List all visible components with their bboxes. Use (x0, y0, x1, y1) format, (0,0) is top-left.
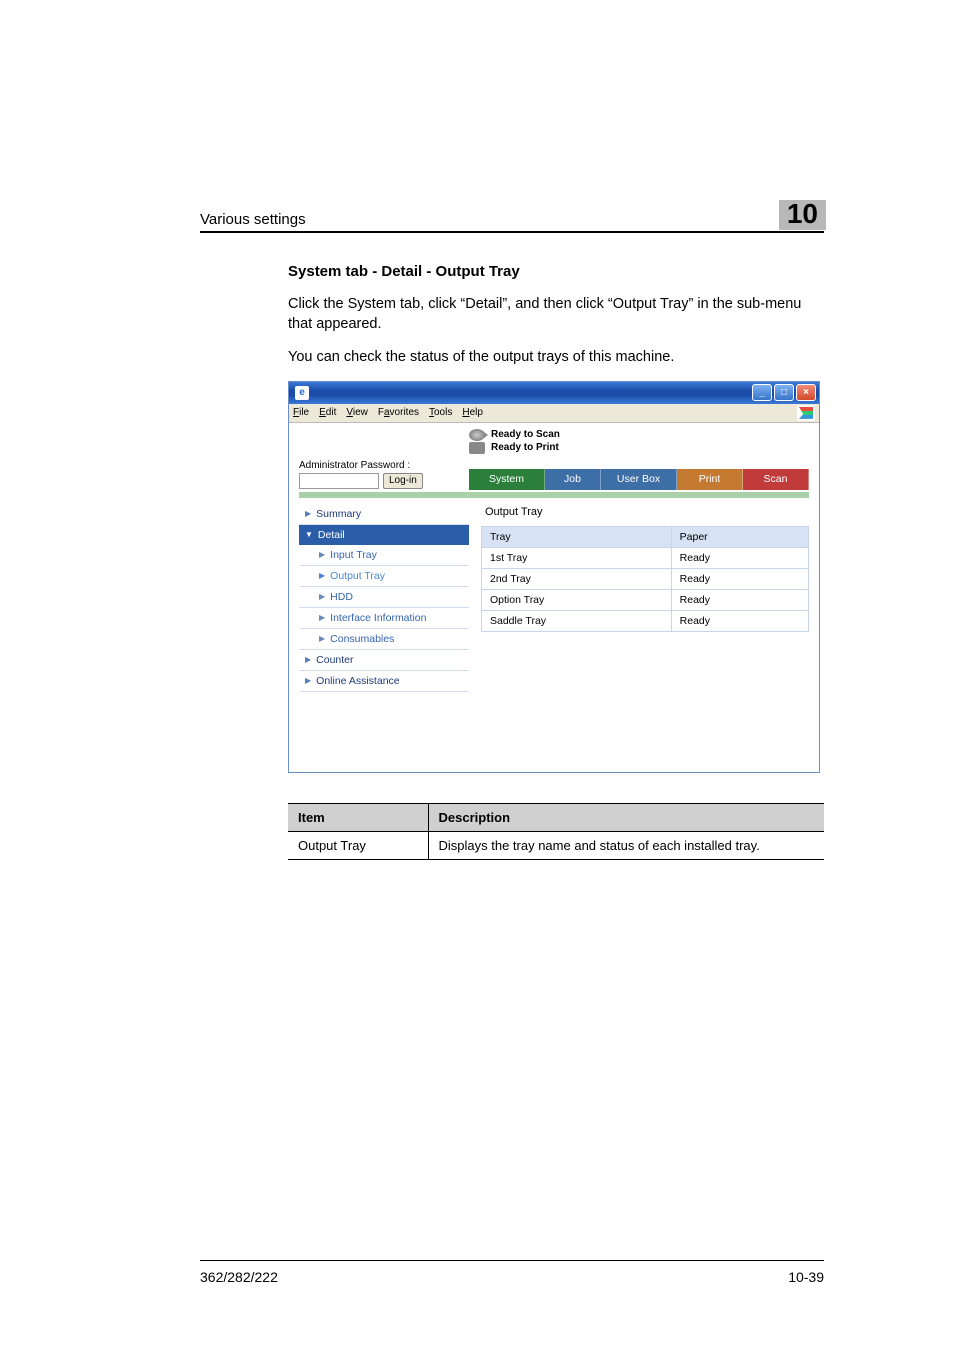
menu-tools[interactable]: Tools (429, 407, 452, 418)
status-scan: Ready to Scan (491, 429, 560, 440)
blank-area (299, 692, 809, 762)
description-table: Item Description Output Tray Displays th… (288, 803, 824, 860)
chevron-right-icon: ▶ (319, 634, 325, 643)
minimize-button[interactable]: _ (752, 384, 772, 401)
nav-detail[interactable]: ▼ Detail (299, 525, 469, 545)
nav-counter[interactable]: ▶ Counter (299, 650, 469, 671)
ie-icon: e (295, 386, 309, 400)
col-tray: Tray (482, 526, 672, 547)
tray-status: Ready (671, 589, 808, 610)
chevron-right-icon: ▶ (305, 655, 311, 664)
tab-system[interactable]: System (469, 469, 545, 490)
nav-output-tray[interactable]: ▶ Output Tray (299, 566, 469, 587)
login-button[interactable]: Log-in (383, 473, 423, 489)
desc-header-desc: Description (428, 803, 824, 831)
chapter-number: 10 (779, 200, 826, 230)
tray-status: Ready (671, 568, 808, 589)
tray-name: Option Tray (482, 589, 672, 610)
chevron-right-icon: ▶ (319, 613, 325, 622)
browser-menubar: File Edit View Favorites Tools Help (289, 404, 819, 423)
nav-input-label: Input Tray (330, 549, 377, 561)
browser-window: e _ □ × File Edit View Favorites Tools H… (288, 381, 820, 773)
menu-favorites[interactable]: Favorites (378, 407, 419, 418)
nav-iface-label: Interface Information (330, 612, 426, 624)
table-row: Output Tray Displays the tray name and s… (288, 831, 824, 859)
nav-consumables-label: Consumables (330, 633, 394, 645)
menu-view[interactable]: View (346, 407, 368, 418)
content-pane: Output Tray Tray Paper 1st Tray Ready (481, 504, 809, 692)
tab-user-box[interactable]: User Box (601, 469, 677, 490)
pane-title: Output Tray (481, 504, 809, 526)
status-print: Ready to Print (491, 442, 559, 453)
chevron-right-icon: ▶ (319, 550, 325, 559)
table-row: Saddle Tray Ready (482, 610, 809, 631)
tray-status: Ready (671, 547, 808, 568)
chevron-right-icon: ▶ (305, 509, 311, 518)
menu-help[interactable]: Help (462, 407, 483, 418)
print-icon (469, 442, 485, 454)
page-footer: 362/282/222 10-39 (200, 1260, 824, 1285)
menu-file[interactable]: File (293, 407, 309, 418)
table-row: 2nd Tray Ready (482, 568, 809, 589)
table-row: 1st Tray Ready (482, 547, 809, 568)
chevron-down-icon: ▼ (305, 530, 313, 539)
header-title: Various settings (200, 211, 306, 230)
tab-job[interactable]: Job (545, 469, 601, 490)
desc-item: Output Tray (288, 831, 428, 859)
tray-name: 2nd Tray (482, 568, 672, 589)
tab-print[interactable]: Print (677, 469, 743, 490)
window-content: Ready to Scan Ready to Print Administrat… (289, 423, 819, 772)
body-paragraph-1: Click the System tab, click “Detail”, an… (288, 294, 824, 335)
tab-scan[interactable]: Scan (743, 469, 809, 490)
col-paper: Paper (671, 526, 808, 547)
footer-model: 362/282/222 (200, 1269, 278, 1285)
chevron-right-icon: ▶ (319, 571, 325, 580)
close-button[interactable]: × (796, 384, 816, 401)
nav-summary[interactable]: ▶ Summary (299, 504, 469, 525)
chevron-right-icon: ▶ (319, 592, 325, 601)
output-tray-table: Tray Paper 1st Tray Ready 2nd Tray Ready (481, 526, 809, 632)
nav-consumables[interactable]: ▶ Consumables (299, 629, 469, 650)
maximize-button[interactable]: □ (774, 384, 794, 401)
page-header: Various settings 10 (200, 200, 824, 233)
ie-flag-icon (797, 405, 815, 421)
tray-name: 1st Tray (482, 547, 672, 568)
nav-summary-label: Summary (316, 508, 361, 520)
nav-output-label: Output Tray (330, 570, 385, 582)
section-title: System tab - Detail - Output Tray (288, 263, 824, 280)
body-paragraph-2: You can check the status of the output t… (288, 347, 824, 367)
tray-name: Saddle Tray (482, 610, 672, 631)
table-row: Option Tray Ready (482, 589, 809, 610)
nav-input-tray[interactable]: ▶ Input Tray (299, 545, 469, 566)
admin-password-input[interactable] (299, 473, 379, 489)
nav-hdd-label: HDD (330, 591, 353, 603)
main-tabs: System Job User Box Print Scan (469, 469, 809, 490)
tray-status: Ready (671, 610, 808, 631)
tab-divider (299, 492, 809, 498)
window-titlebar: e _ □ × (289, 382, 819, 404)
nav-online-label: Online Assistance (316, 675, 399, 687)
screenshot: e _ □ × File Edit View Favorites Tools H… (288, 381, 824, 773)
nav-interface-info[interactable]: ▶ Interface Information (299, 608, 469, 629)
nav-hdd[interactable]: ▶ HDD (299, 587, 469, 608)
scan-icon (469, 429, 485, 441)
nav-counter-label: Counter (316, 654, 353, 666)
desc-header-item: Item (288, 803, 428, 831)
side-nav: ▶ Summary ▼ Detail ▶ Input Tray ▶ (299, 504, 469, 692)
desc-value: Displays the tray name and status of eac… (428, 831, 824, 859)
nav-detail-label: Detail (318, 529, 345, 541)
nav-online-assistance[interactable]: ▶ Online Assistance (299, 671, 469, 692)
menu-edit[interactable]: Edit (319, 407, 336, 418)
footer-page-number: 10-39 (788, 1269, 824, 1285)
chevron-right-icon: ▶ (305, 676, 311, 685)
